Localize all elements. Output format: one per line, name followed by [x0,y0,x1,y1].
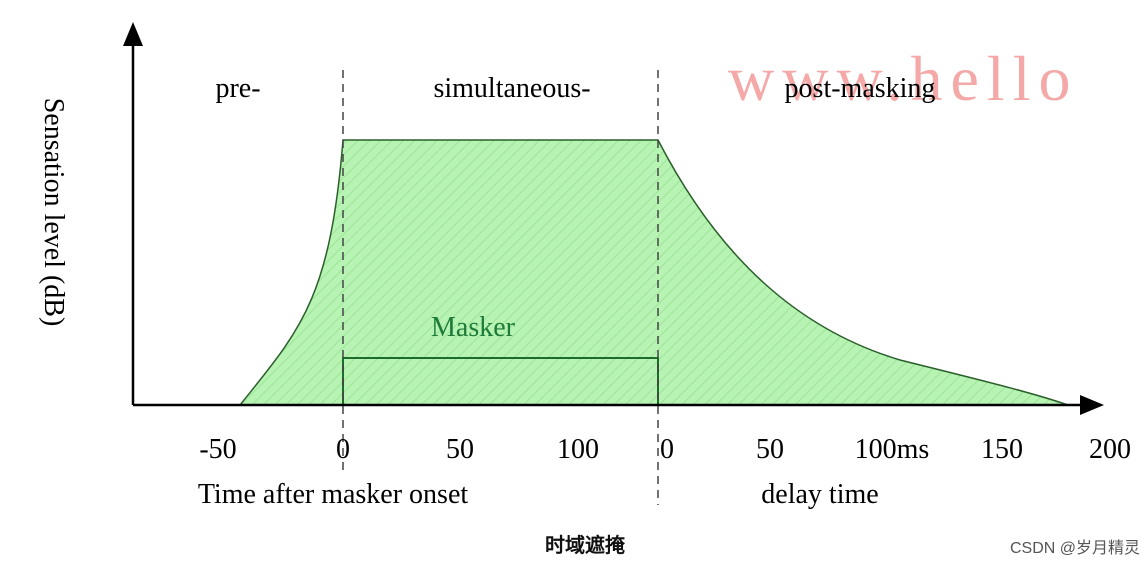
tick-label: 50 [446,434,474,465]
x-caption-delay: delay time [761,479,878,510]
credit-watermark: CSDN @岁月精灵 [1010,539,1140,557]
masking-threshold-area [238,139,1069,406]
tick-label: 100ms [855,434,930,465]
region-pre: pre- [215,73,260,104]
y-axis-label: Sensation level (dB) [38,98,69,327]
masker-label: Masker [431,312,516,343]
figure-caption: 时域遮掩 [545,533,626,557]
region-post-masking: post-masking [785,73,936,104]
x-caption-onset: Time after masker onset [198,479,469,510]
region-simultaneous: simultaneous- [433,73,590,104]
tick-label: 50 [756,434,784,465]
tick-label: 100 [557,434,599,465]
y-axis-arrow [123,22,143,46]
tick-label: -50 [199,434,236,465]
tick-label: 200 [1089,434,1131,465]
tick-label: 150 [981,434,1023,465]
tick-label: 0 [660,434,674,465]
x-axis-arrow [1080,395,1104,415]
tick-label: 0 [336,434,350,465]
watermark: www.hello [728,43,1078,114]
